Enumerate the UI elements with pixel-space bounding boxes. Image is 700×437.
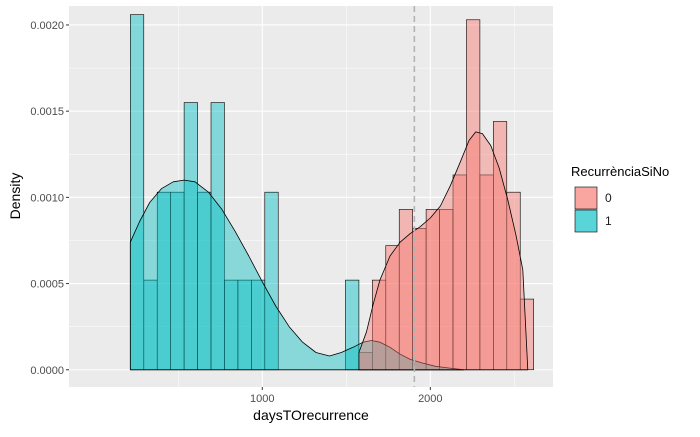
density-curve-group-1 xyxy=(129,179,465,371)
density-layer xyxy=(129,131,529,371)
y-tick-label: 0.0005 xyxy=(30,279,64,291)
y-tick-label: 0.0000 xyxy=(30,365,64,377)
axis-layer: 0.0000 0.0005 0.0010 0.0015 0.0020 1000 2000 xyxy=(30,20,442,405)
plot-panel xyxy=(69,6,553,387)
x-axis-label: daysTOrecurrence xyxy=(253,407,369,423)
bars-layer xyxy=(130,14,534,371)
legend-key-1 xyxy=(574,209,598,233)
y-axis-label: Density xyxy=(7,173,23,220)
y-tick-label: 0.0015 xyxy=(30,106,64,118)
legend-key-0 xyxy=(574,186,598,210)
x-tick-label: 2000 xyxy=(418,393,442,405)
legend: RecurrènciaSiNo 0 1 xyxy=(571,164,669,233)
legend-title: RecurrènciaSiNo xyxy=(571,164,669,179)
legend-label-1: 1 xyxy=(605,214,612,228)
y-tick-label: 0.0020 xyxy=(30,20,64,32)
legend-label-0: 0 xyxy=(605,191,612,205)
density-curve-group-0 xyxy=(358,131,529,371)
x-tick-label: 1000 xyxy=(250,393,274,405)
y-tick-label: 0.0010 xyxy=(30,192,64,204)
